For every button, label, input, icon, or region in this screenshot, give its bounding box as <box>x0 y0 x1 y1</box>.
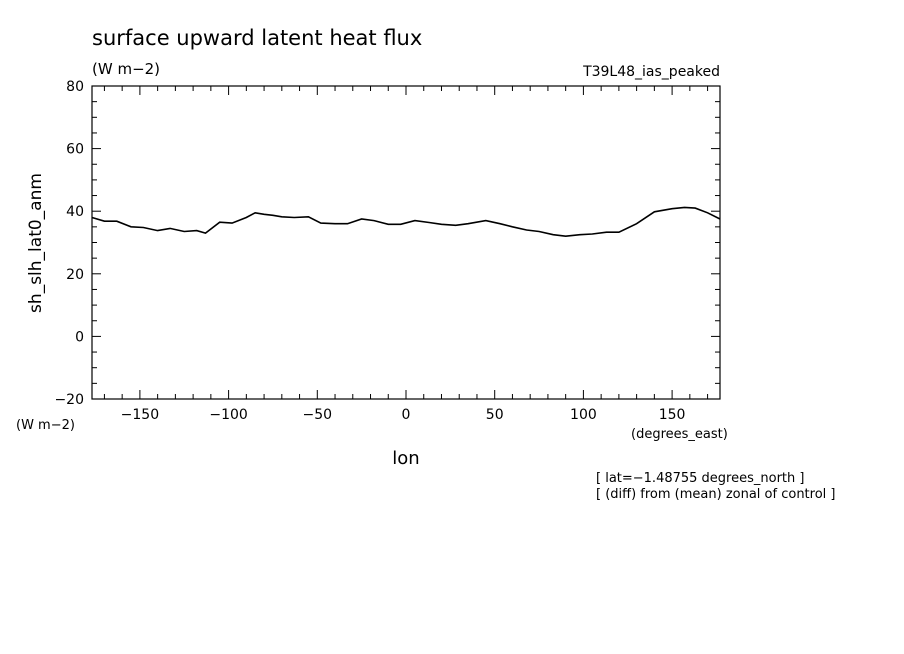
axis-ticks <box>92 85 720 400</box>
x-axis-label: lon <box>392 448 419 469</box>
chart-title: surface upward latent heat flux <box>92 26 422 50</box>
y-tick-label: −20 <box>54 392 84 408</box>
chart-units: (W m−2) <box>92 60 160 78</box>
y-tick-label: 40 <box>66 204 84 220</box>
y-tick-label: 80 <box>66 79 84 95</box>
y-tick-label: 0 <box>75 329 84 345</box>
x-tick-label: −50 <box>303 407 333 423</box>
note-difference: [ (diff) from (mean) zonal of control ] <box>596 487 835 502</box>
plot-frame <box>91 85 721 400</box>
x-tick-labels: −150 −100 −50 0 50 100 150 <box>121 407 686 423</box>
x-tick-label: 0 <box>402 407 411 423</box>
x-units-label: (degrees_east) <box>631 427 728 442</box>
y-tick-labels: −20 0 20 40 60 80 <box>54 79 84 408</box>
y-tick-label: 60 <box>66 142 84 158</box>
note-latitude: [ lat=−1.48755 degrees_north ] <box>596 471 804 486</box>
y-tick-label: 20 <box>66 267 84 283</box>
x-tick-label: −100 <box>209 407 247 423</box>
x-tick-label: 50 <box>486 407 504 423</box>
y-axis-label: sh_slh_lat0_anm <box>26 173 46 313</box>
y-units-label: (W m−2) <box>16 418 75 433</box>
x-tick-label: 150 <box>659 407 686 423</box>
x-tick-label: 100 <box>570 407 597 423</box>
experiment-label: T39L48_ias_peaked <box>582 64 720 80</box>
x-tick-label: −150 <box>121 407 159 423</box>
series-line <box>91 206 721 238</box>
